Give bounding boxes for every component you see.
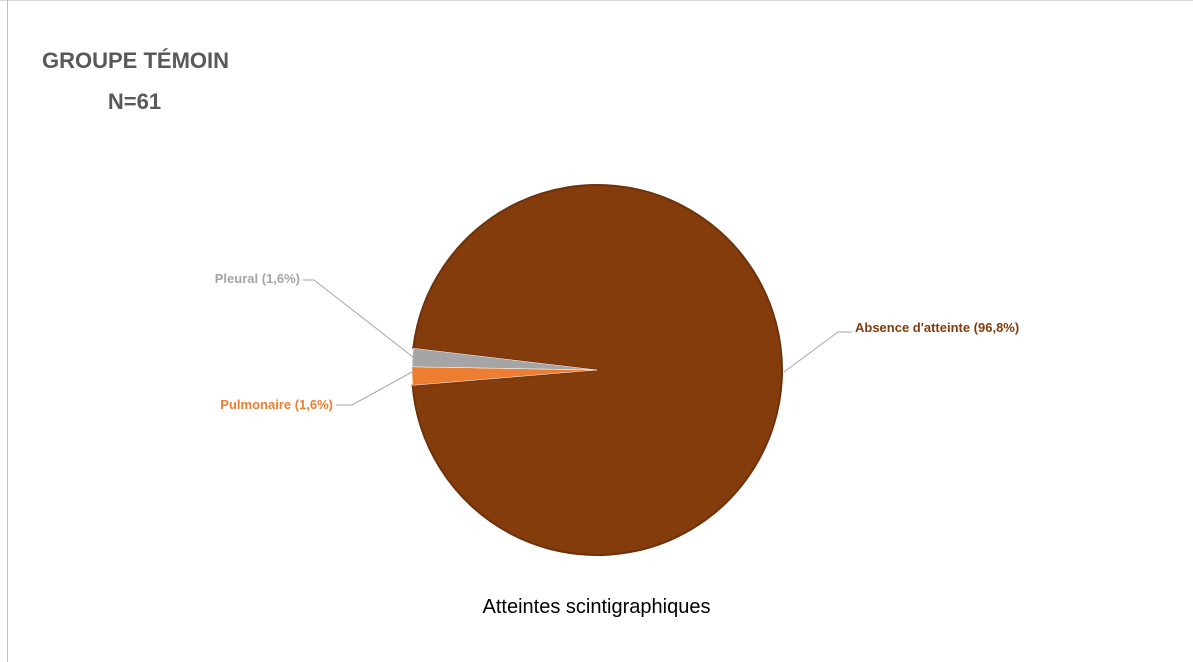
chart-frame-top <box>0 0 1193 1</box>
chart-caption: Atteintes scintigraphiques <box>482 596 711 618</box>
pie-slice-absence-d-atteinte <box>411 184 783 556</box>
data-label-absence-d-atteinte: Absence d'atteinte (96,8%) <box>855 320 1019 335</box>
leader-line-pulmonaire <box>336 371 413 406</box>
leader-line-pleural <box>303 279 414 358</box>
pie-slice-pleural <box>411 347 598 371</box>
chart-title-line2: N=61 <box>107 89 162 114</box>
data-label-pulmonaire: Pulmonaire (1,6%) <box>220 397 333 412</box>
leader-line-absence-d-atteinte <box>783 331 852 373</box>
data-label-pleural: Pleural (1,6%) <box>215 271 300 286</box>
chart-frame-left <box>7 0 8 662</box>
chart-title-line1: GROUPE TÉMOIN <box>42 48 230 73</box>
